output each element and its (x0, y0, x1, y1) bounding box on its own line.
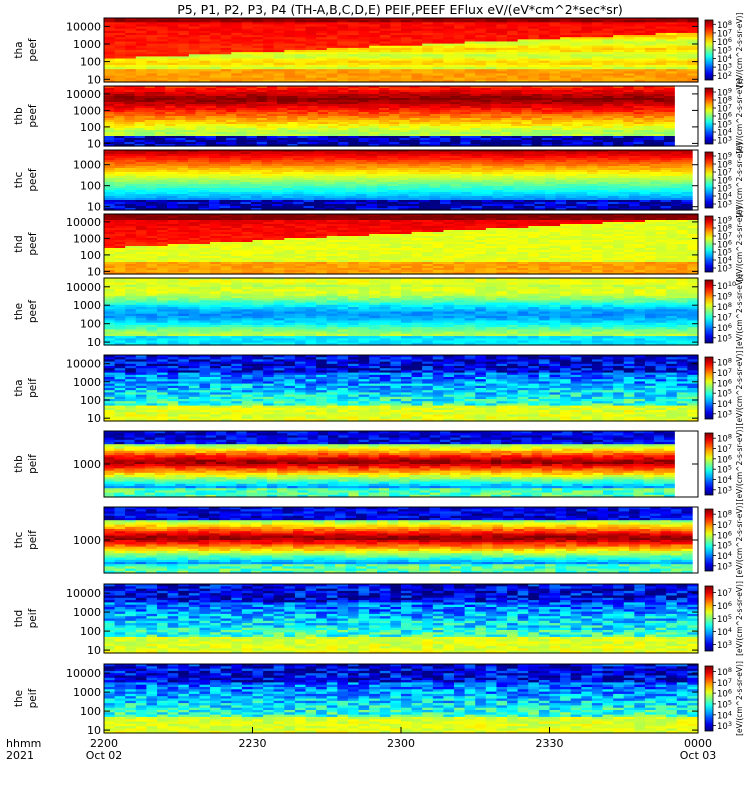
colorbar-label: [eV/(cm^2-s-sr-eV)] (735, 13, 744, 88)
ytick-label: 10000 (66, 88, 101, 101)
ytick-label: 10 (87, 137, 101, 150)
ytick-label: 1000 (73, 38, 101, 51)
figure-title: P5, P1, P2, P3, P4 (TH-A,B,C,D,E) PEIF,P… (177, 2, 623, 17)
colorbar-thb-peef (705, 88, 713, 144)
panel-ylabel-probe: tha (13, 41, 25, 58)
panel-ylabel-product: peef (27, 104, 39, 128)
ytick-label: 100 (80, 121, 101, 134)
heatmap-thb-peef (104, 86, 675, 147)
heatmap-thc-peef (104, 150, 693, 211)
colorbar-tha-peef (705, 20, 713, 80)
heatmap-tha-peef (104, 18, 699, 83)
ytick-label: 10000 (66, 20, 101, 33)
ytick-label: 100 (80, 56, 101, 69)
panel-ylabel-probe: thb (13, 107, 25, 125)
colorbar-label: [eV/(cm^2-s-sr-eV)] (735, 79, 744, 154)
ytick-label: 10 (87, 73, 101, 86)
ytick-label: 1000 (73, 104, 101, 117)
panel-ylabel-product: peef (27, 38, 39, 62)
